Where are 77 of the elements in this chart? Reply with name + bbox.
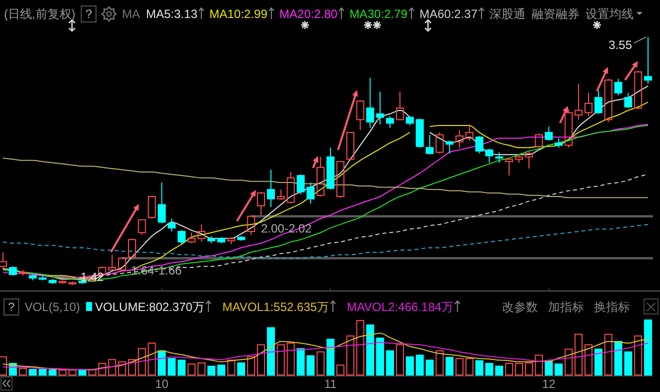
bar [217, 364, 226, 376]
text: 设置均线 [586, 7, 634, 21]
bar [515, 362, 524, 376]
annotation: 3.55 [608, 38, 632, 52]
chart-title: (日线,前复权) [4, 7, 76, 21]
bar [227, 360, 236, 376]
bar [604, 334, 612, 376]
candlestick [376, 91, 384, 125]
legend-label: VOLUME:802.370万 [95, 300, 204, 314]
x-tick-label: 11 [324, 377, 338, 391]
bar [534, 354, 543, 376]
bar [188, 364, 196, 376]
bar [28, 369, 37, 376]
bar [634, 335, 642, 376]
bar [644, 320, 652, 376]
bar [108, 359, 116, 376]
bar [455, 358, 464, 376]
bar [386, 350, 394, 376]
bar [584, 344, 592, 376]
bar [138, 348, 146, 376]
bar [366, 324, 374, 376]
chart-title: VOL(5,10) [24, 300, 80, 314]
bar [446, 356, 454, 376]
bar [118, 361, 126, 376]
text: ? [8, 300, 15, 314]
bar [237, 362, 246, 376]
bar [406, 356, 414, 376]
bar [178, 360, 186, 376]
text: ? [85, 7, 92, 21]
bar [247, 356, 256, 376]
bar [148, 342, 156, 376]
text: MA60:2.37 [419, 7, 478, 21]
bar [58, 370, 67, 376]
bar [128, 359, 136, 376]
bar [326, 338, 334, 376]
bar [564, 348, 573, 376]
bar [505, 362, 514, 376]
bar [316, 351, 325, 376]
bar [306, 355, 315, 376]
bar [286, 342, 295, 376]
x-tick-label: 10 [155, 377, 169, 391]
bar [396, 344, 404, 376]
annotation: 1.42 [80, 270, 104, 284]
x-tick-label: 12 [542, 377, 556, 391]
text: MA5:3.13 [146, 7, 198, 21]
bar [38, 369, 47, 376]
candlestick [266, 169, 275, 208]
candlestick [366, 77, 374, 128]
bar [0, 356, 7, 376]
text: MAVOL2:466.184万 [346, 300, 454, 314]
text: 改参数 [502, 300, 538, 314]
bar [524, 362, 533, 376]
bar [266, 327, 275, 376]
text: MA30:2.79 [349, 7, 408, 21]
bar [336, 364, 344, 376]
bar [465, 358, 474, 376]
bar [197, 362, 206, 376]
bar [48, 370, 57, 376]
text: 加指标 [548, 300, 584, 314]
bar [18, 368, 27, 376]
text: 换指标 [594, 300, 630, 314]
bar [594, 348, 602, 376]
text: MA [122, 7, 140, 21]
bar [296, 348, 305, 376]
bar [574, 334, 583, 376]
text: 融资融券 [532, 7, 580, 21]
text: 深股通 [490, 7, 526, 21]
bar [257, 344, 265, 376]
text: MAVOL1:552.635万 [222, 300, 329, 314]
bar [376, 338, 384, 376]
bar [436, 350, 444, 376]
bar [68, 370, 76, 376]
bar [207, 366, 216, 376]
bar [276, 344, 285, 376]
bar [475, 360, 484, 376]
text: MA10:2.99 [209, 7, 268, 21]
text: MA20:2.80 [279, 7, 338, 21]
